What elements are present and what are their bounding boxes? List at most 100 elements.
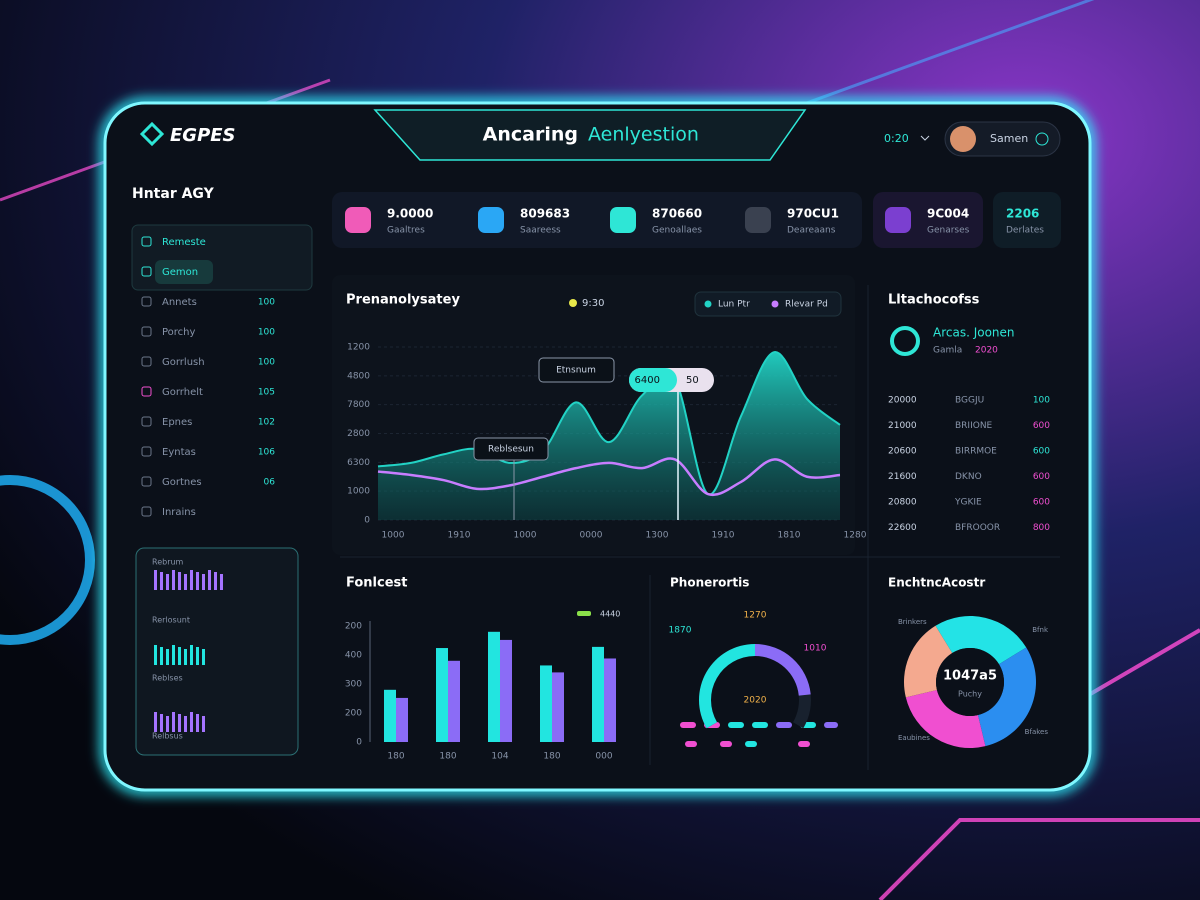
kpi-icon	[745, 207, 771, 233]
item-icon	[141, 356, 152, 367]
chart-title: Prenanolysatey	[346, 293, 460, 308]
row-name: BGGJU	[955, 396, 984, 406]
mini-bar	[208, 570, 211, 590]
item-icon	[141, 326, 152, 337]
active-item[interactable]	[155, 260, 213, 284]
pie-slice	[905, 689, 986, 748]
bar	[488, 631, 500, 742]
list-name: Arcas. Joonen	[933, 326, 1015, 340]
mini-bar	[178, 647, 181, 665]
row-id: 20000	[888, 396, 917, 406]
item-icon	[141, 506, 152, 517]
x-tick-label: 1000	[514, 531, 537, 541]
list-year: 2020	[975, 346, 998, 356]
row-id: 22600	[888, 523, 917, 533]
y-tick-label: 6300	[347, 458, 370, 468]
badge: 9:30	[582, 298, 604, 309]
sidebar-title: Hntar AGY	[132, 186, 215, 202]
tooltip-text: Reblsesun	[488, 445, 534, 455]
pie-center-sub: Puchy	[958, 690, 982, 699]
pie-hole	[936, 648, 1004, 716]
list-icon	[890, 326, 920, 356]
row-name: BFROOOR	[955, 523, 1000, 533]
mini-bar	[196, 714, 199, 732]
kpi-label: Genoallaes	[652, 226, 702, 236]
nav-value: 102	[258, 418, 275, 428]
mini-label: Rebrum	[152, 558, 184, 567]
kpi-value: 2206	[1006, 207, 1039, 221]
chart-title: Phonerortis	[670, 576, 749, 590]
mini-label: Rerlosunt	[152, 616, 190, 625]
y-tick-label: 1200	[347, 343, 370, 353]
line	[377, 351, 841, 496]
gauge-label: 2020	[744, 696, 767, 706]
kpi-label: Genarses	[927, 226, 970, 236]
row-name: BIRRMOE	[955, 447, 997, 457]
kpi-value: 870660	[652, 207, 702, 221]
mini-bar	[154, 570, 157, 590]
header: EGPES Ancaring Aenlyestion 0:20 Samen	[139, 109, 1061, 161]
tooltip	[473, 437, 549, 461]
nav-item[interactable]: Epnes	[162, 417, 192, 428]
nav-item[interactable]: Gortnes	[162, 477, 202, 488]
nav-item[interactable]: Gorrhelt	[162, 387, 203, 398]
item-icon	[141, 236, 152, 247]
x-tick-label: 1810	[778, 531, 801, 541]
legend-swatch	[577, 611, 591, 616]
nav-value: 100	[258, 358, 275, 368]
badge-dot	[569, 299, 577, 307]
row-name: YGKIE	[954, 498, 982, 508]
mini-bar	[214, 572, 217, 590]
item-icon	[141, 266, 152, 277]
gauge-label: 1010	[804, 644, 827, 654]
tooltip	[538, 357, 615, 383]
bar	[396, 697, 408, 742]
mini-bar	[160, 714, 163, 732]
kpi-icon	[885, 207, 911, 233]
nav-item[interactable]: Annets	[162, 297, 197, 308]
nav-item[interactable]: Eyntas	[162, 447, 196, 458]
mini-bar	[178, 714, 181, 732]
mini-bar	[166, 574, 169, 590]
x-tick-label: 180	[439, 752, 456, 762]
gauge-label: 1870	[669, 626, 692, 636]
nav-item[interactable]: Gorrlush	[162, 357, 205, 368]
y-tick-label: 2800	[347, 429, 370, 439]
row-value: 800	[1033, 523, 1050, 533]
nav-value: 106	[258, 448, 275, 458]
list-title: Lltachocofss	[888, 293, 980, 308]
time[interactable]: 0:20	[884, 132, 909, 145]
gauge-legend	[680, 722, 838, 747]
kpi-icon	[610, 207, 636, 233]
user-name: Samen	[990, 132, 1028, 145]
row-value: 100	[1033, 396, 1050, 406]
mini-bar	[166, 649, 169, 665]
mini-bar	[172, 570, 175, 590]
kpi-value: 970CU1	[787, 207, 839, 221]
mini-bar	[178, 572, 181, 590]
mini-bar	[160, 572, 163, 590]
title-tab	[373, 109, 807, 161]
nav-item[interactable]: Porchy	[162, 327, 196, 338]
kpi-card	[873, 192, 983, 248]
tooltip-text: 50	[686, 375, 699, 386]
user-pill[interactable]	[944, 121, 1061, 157]
bar	[436, 648, 448, 742]
kpi-label: Deareaans	[787, 226, 836, 236]
x-tick-label: 1910	[448, 531, 471, 541]
legend-label: Rlevar Pd	[785, 300, 828, 310]
y-tick-label: 300	[345, 680, 362, 690]
gauge-segment	[755, 644, 811, 696]
x-tick-label: 1910	[712, 531, 735, 541]
bar	[448, 660, 460, 742]
x-tick-label: 180	[387, 752, 404, 762]
kpi-label: Gaaltres	[387, 226, 425, 236]
list-sub: Gamla	[933, 346, 962, 356]
nav-item[interactable]: Inrains	[162, 507, 196, 518]
nav-item[interactable]: Remeste	[162, 237, 206, 248]
row-id: 21600	[888, 472, 917, 482]
pie-slice	[977, 647, 1036, 747]
item-icon	[141, 446, 152, 457]
nav-item[interactable]: Gemon	[162, 267, 198, 278]
row-value: 600	[1033, 421, 1050, 431]
